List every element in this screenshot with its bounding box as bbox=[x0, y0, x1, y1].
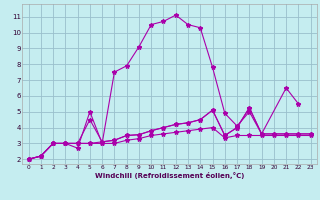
X-axis label: Windchill (Refroidissement éolien,°C): Windchill (Refroidissement éolien,°C) bbox=[95, 172, 244, 179]
